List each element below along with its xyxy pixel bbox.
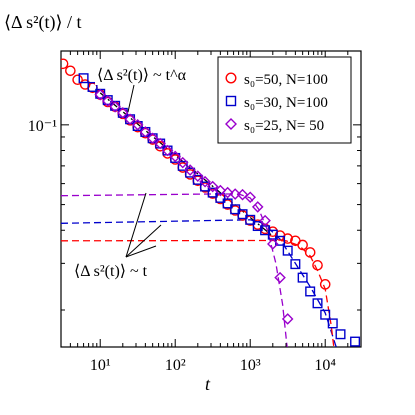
legend: s₀=50, N=100 s₀=30, N=100 s₀=25, N= 50 xyxy=(217,56,352,144)
x-tick-label: 10⁴ xyxy=(314,357,336,374)
data-point-s1-12 xyxy=(170,152,181,163)
data-point-s0-30 xyxy=(282,233,293,244)
data-point-s0-35 xyxy=(319,279,331,290)
data-point-s2-22 xyxy=(259,214,271,227)
data-point-s0-34 xyxy=(312,259,323,271)
data-point-s2-18 xyxy=(229,188,241,200)
data-point-s2-1 xyxy=(101,95,114,107)
data-point-s1-31 xyxy=(312,298,323,309)
data-point-s2-0 xyxy=(94,88,107,101)
legend-label-s25: s₀=25, N= 50 xyxy=(244,118,324,134)
data-point-s1-32 xyxy=(320,309,331,320)
data-point-s2-10 xyxy=(169,150,182,163)
data-point-s2-11 xyxy=(176,156,189,169)
data-point-s1-0 xyxy=(78,73,89,84)
annotation-linear-pointer-2 xyxy=(125,224,162,258)
legend-label-s50: s₀=50, N=100 xyxy=(244,72,328,88)
data-point-s1-30 xyxy=(305,286,316,297)
data-point-s2-19 xyxy=(236,188,249,201)
annotation-alpha-pointer xyxy=(127,84,135,113)
annotation-alpha: ⟨Δ s²(t)⟩ ~ t^α xyxy=(97,67,187,84)
data-point-s2-21 xyxy=(251,201,264,213)
data-point-s2-13 xyxy=(192,170,204,182)
data-point-s1-27 xyxy=(282,245,293,256)
legend-marker-s25 xyxy=(225,118,237,130)
x-tick-label: 10² xyxy=(165,357,186,374)
data-point-s1-34 xyxy=(335,329,346,340)
annotation-linear-pointer-1 xyxy=(125,192,147,258)
reference-line-3 xyxy=(61,239,335,347)
data-point-s2-25 xyxy=(281,313,294,325)
reference-line-0 xyxy=(99,92,274,237)
data-point-s2-2 xyxy=(109,100,121,113)
annotation-alpha-bg xyxy=(95,59,212,85)
data-point-s2-9 xyxy=(161,144,174,157)
y-axis-label: ⟨Δ s²(t)⟩ / t xyxy=(4,12,82,33)
data-point-s1-13 xyxy=(177,160,188,171)
legend-box xyxy=(217,56,352,144)
data-point-s2-20 xyxy=(244,191,257,204)
data-point-s1-18 xyxy=(215,192,226,203)
data-point-s1-14 xyxy=(185,167,196,178)
data-point-s0-1 xyxy=(65,65,76,77)
x-tick-label: 10³ xyxy=(240,357,261,374)
data-point-s2-17 xyxy=(221,186,234,199)
data-point-s2-6 xyxy=(139,126,152,138)
y-tick-label: 10⁻¹ xyxy=(28,118,57,135)
data-point-s2-8 xyxy=(154,137,166,150)
legend-marker-s30 xyxy=(225,95,237,107)
data-point-s0-32 xyxy=(297,239,308,251)
data-point-s1-22 xyxy=(245,214,256,225)
data-point-s2-12 xyxy=(184,164,196,176)
reference-line-2 xyxy=(61,219,337,347)
data-point-s1-16 xyxy=(200,181,211,192)
data-point-s1-1 xyxy=(87,81,98,92)
data-point-s0-2 xyxy=(72,74,83,86)
x-axis-label: t xyxy=(205,374,211,394)
data-point-s2-23 xyxy=(267,238,279,250)
data-point-s2-7 xyxy=(146,132,159,145)
data-point-s1-21 xyxy=(237,209,248,220)
data-point-s2-24 xyxy=(274,271,286,284)
data-point-s2-5 xyxy=(131,119,144,131)
data-point-s1-29 xyxy=(297,272,308,283)
data-point-s1-33 xyxy=(327,318,338,329)
data-point-s2-3 xyxy=(117,107,129,119)
data-point-s1-26 xyxy=(275,235,286,246)
data-point-s1-35 xyxy=(350,336,361,347)
annotation-linear-pointer-3 xyxy=(125,245,157,258)
data-point-s0-0 xyxy=(61,58,69,70)
data-point-s0-33 xyxy=(304,247,316,258)
data-point-s2-15 xyxy=(206,180,219,193)
x-tick-label: 10¹ xyxy=(90,357,111,374)
data-point-s1-19 xyxy=(222,198,233,209)
legend-label-s30: s₀=30, N=100 xyxy=(244,95,328,111)
legend-marker-s50 xyxy=(225,72,237,84)
annotation-linear: ⟨Δ s²(t)⟩ ~ t xyxy=(74,263,148,280)
data-point-s2-4 xyxy=(124,113,136,126)
data-point-s2-14 xyxy=(199,175,211,188)
data-point-s2-16 xyxy=(214,184,227,197)
data-point-s1-28 xyxy=(290,259,301,270)
